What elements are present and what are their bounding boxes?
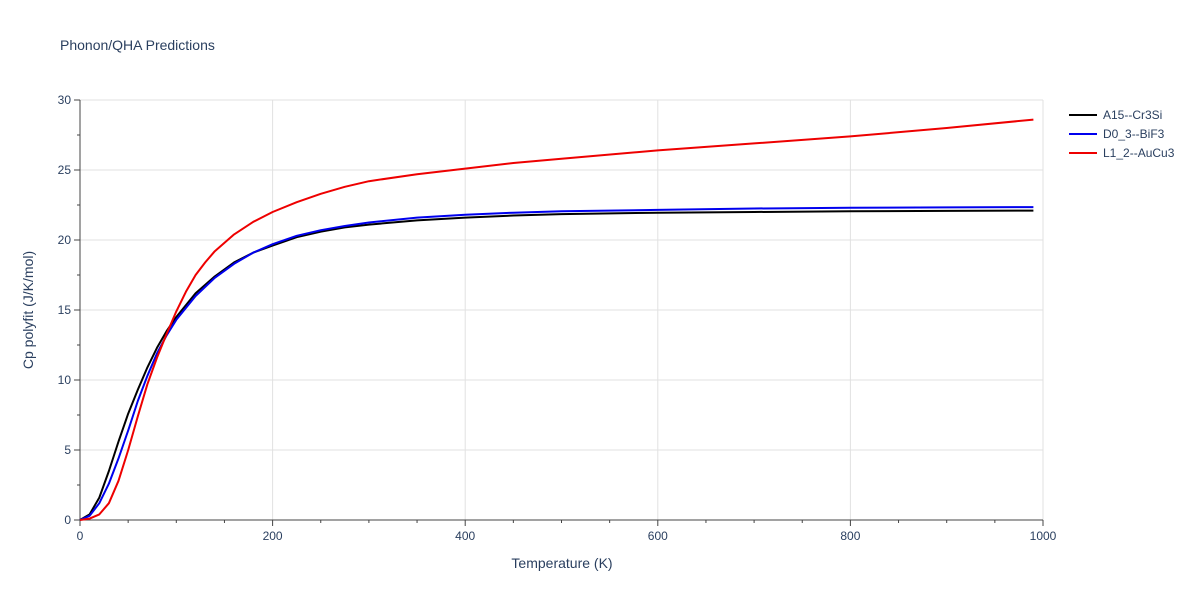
- y-tick-label: 30: [58, 93, 72, 107]
- x-tick-label: 800: [840, 529, 860, 543]
- y-tick-label: 0: [64, 513, 71, 527]
- legend-label: D0_3--BiF3: [1103, 127, 1165, 141]
- axes: 0 200 400 600 800 1000 0 5 10 15 20 25 30: [58, 93, 1057, 543]
- legend-item[interactable]: L1_2--AuCu3: [1069, 146, 1175, 160]
- x-tick-label: 600: [648, 529, 668, 543]
- legend-label: L1_2--AuCu3: [1103, 146, 1175, 160]
- chart-title: Phonon/QHA Predictions: [60, 37, 215, 53]
- legend-item[interactable]: A15--Cr3Si: [1069, 108, 1162, 122]
- legend-label: A15--Cr3Si: [1103, 108, 1162, 122]
- x-axis-title: Temperature (K): [511, 555, 612, 571]
- y-tick-label: 15: [58, 303, 72, 317]
- y-tick-label: 10: [58, 373, 72, 387]
- y-axis-title: Cp polyfit (J/K/mol): [20, 251, 36, 369]
- y-tick-label: 25: [58, 163, 72, 177]
- series-line-1: [79, 209, 1034, 521]
- series-line-2: [79, 206, 1034, 521]
- x-tick-label: 400: [455, 529, 475, 543]
- series-line-3: [79, 118, 1034, 521]
- x-tick-label: 0: [77, 529, 84, 543]
- legend[interactable]: A15--Cr3Si D0_3--BiF3 L1_2--AuCu3: [1069, 108, 1175, 160]
- x-tick-label: 200: [263, 529, 283, 543]
- grid: [80, 99, 1044, 520]
- plot-area: [79, 118, 1034, 521]
- x-tick-label: 1000: [1030, 529, 1057, 543]
- legend-item[interactable]: D0_3--BiF3: [1069, 127, 1165, 141]
- y-tick-label: 20: [58, 233, 72, 247]
- y-tick-label: 5: [64, 443, 71, 457]
